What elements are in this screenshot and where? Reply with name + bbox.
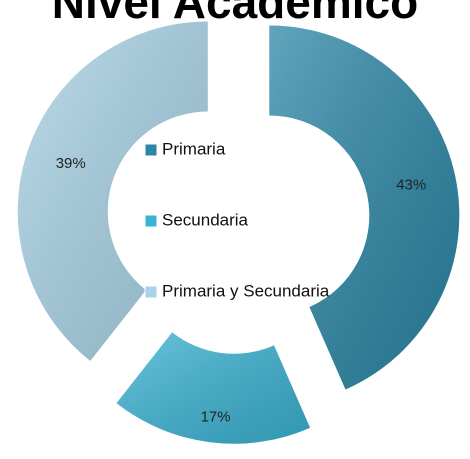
legend: Primaria Secundaria Primaria y Secundaria (144, 139, 330, 300)
legend-label: Primaria y Secundaria (162, 281, 330, 300)
value-label: 17% (201, 409, 231, 426)
legend-label: Secundaria (162, 210, 249, 229)
slice-shade (17, 21, 208, 361)
slice-shade (269, 25, 460, 390)
legend-swatch (144, 214, 158, 228)
legend-swatch (144, 143, 158, 157)
legend-swatch (144, 285, 158, 299)
slice-shade (116, 332, 311, 444)
chart-title: Nivel Académico (52, 0, 418, 28)
value-label: 43% (396, 177, 426, 194)
legend-label: Primaria (162, 139, 226, 158)
slices: 43% 17% 39% (17, 21, 460, 444)
value-label: 39% (56, 155, 86, 172)
